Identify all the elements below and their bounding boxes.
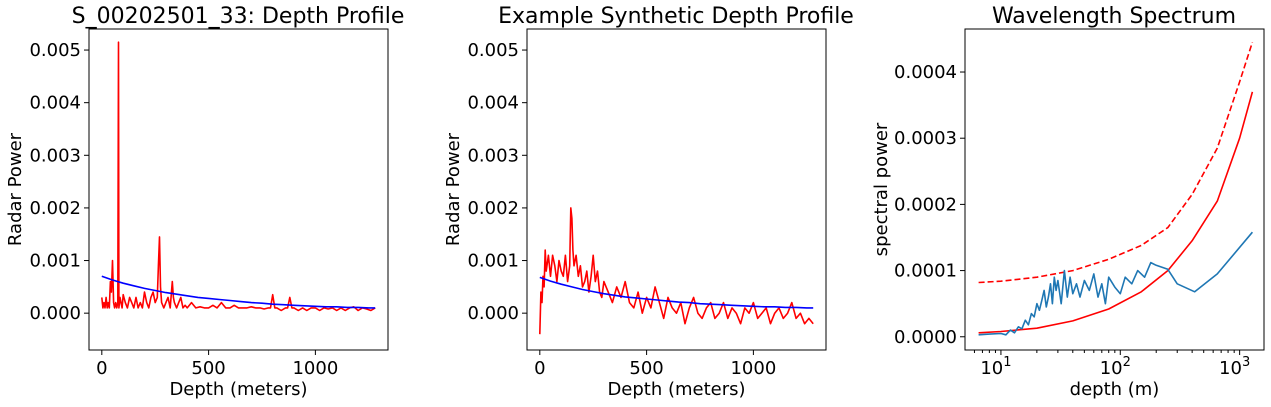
x-tick-label: 500 bbox=[629, 358, 663, 379]
x-axis-label: depth (m) bbox=[1070, 379, 1160, 400]
subplot-1: 0 500 1000 0.000 0.001 0.002 0.003 0.004 0.005 S_… bbox=[5, 4, 404, 400]
y-tick-label: 0.005 bbox=[467, 40, 519, 61]
y-tick-label: 0.000 bbox=[467, 303, 519, 324]
series-line-2 bbox=[978, 91, 1254, 334]
y-tick-label: 0.0000 bbox=[894, 327, 957, 348]
x-tick-label: 0 bbox=[534, 358, 545, 379]
y-tick-label: 0.005 bbox=[29, 40, 81, 61]
series-line-1 bbox=[978, 41, 1254, 284]
x-tick-label: 103 bbox=[1219, 355, 1250, 379]
y-axis-label: spectral power bbox=[871, 122, 892, 256]
y-tick-label: 0.0002 bbox=[894, 194, 957, 215]
y-tick-label: 0.0001 bbox=[894, 261, 957, 282]
x-tick-label: 1000 bbox=[730, 358, 776, 379]
series-line-2 bbox=[539, 276, 814, 309]
series-line-1 bbox=[539, 207, 814, 335]
y-tick-label: 0.004 bbox=[467, 93, 519, 114]
chart-title: Wavelength Spectrum bbox=[992, 4, 1236, 29]
x-tick-label: 500 bbox=[191, 358, 225, 379]
y-tick-label: 0.001 bbox=[29, 251, 81, 272]
subplot-2: 0 500 1000 0.000 0.001 0.002 0.003 0.004 0.005 Ex… bbox=[443, 4, 854, 400]
y-tick-label: 0.001 bbox=[467, 251, 519, 272]
y-tick-label: 0.004 bbox=[29, 93, 81, 114]
y-axis-label: Radar Power bbox=[443, 132, 464, 246]
chart-title: Example Synthetic Depth Profile bbox=[498, 4, 854, 29]
y-axis-label: Radar Power bbox=[5, 132, 26, 246]
y-tick-label: 0.003 bbox=[29, 145, 81, 166]
y-tick-label: 0.002 bbox=[467, 198, 519, 219]
series-line-2 bbox=[101, 275, 376, 309]
y-tick-label: 0.002 bbox=[29, 198, 81, 219]
x-axis-label: Depth (meters) bbox=[169, 379, 307, 400]
series-line-1 bbox=[101, 41, 376, 312]
y-tick-label: 0.0003 bbox=[894, 128, 957, 149]
subplot-3: 101 102 103 0.0000 0.0001 0.0002 0.0003 0.0004 W… bbox=[871, 4, 1265, 400]
axes-frame bbox=[526, 28, 827, 351]
x-tick-label: 102 bbox=[1100, 355, 1131, 379]
chart-title: S_00202501_33: Depth Profile bbox=[72, 4, 405, 29]
y-tick-label: 0.003 bbox=[467, 145, 519, 166]
series-line-3 bbox=[978, 231, 1254, 336]
y-tick-label: 0.000 bbox=[29, 303, 81, 324]
axes-frame bbox=[88, 28, 389, 351]
y-tick-label: 0.0004 bbox=[894, 62, 957, 83]
axes-frame bbox=[964, 28, 1265, 351]
x-tick-label: 101 bbox=[980, 355, 1011, 379]
x-axis-label: Depth (meters) bbox=[607, 379, 745, 400]
x-tick-label: 1000 bbox=[292, 358, 338, 379]
x-tick-label: 0 bbox=[96, 358, 107, 379]
